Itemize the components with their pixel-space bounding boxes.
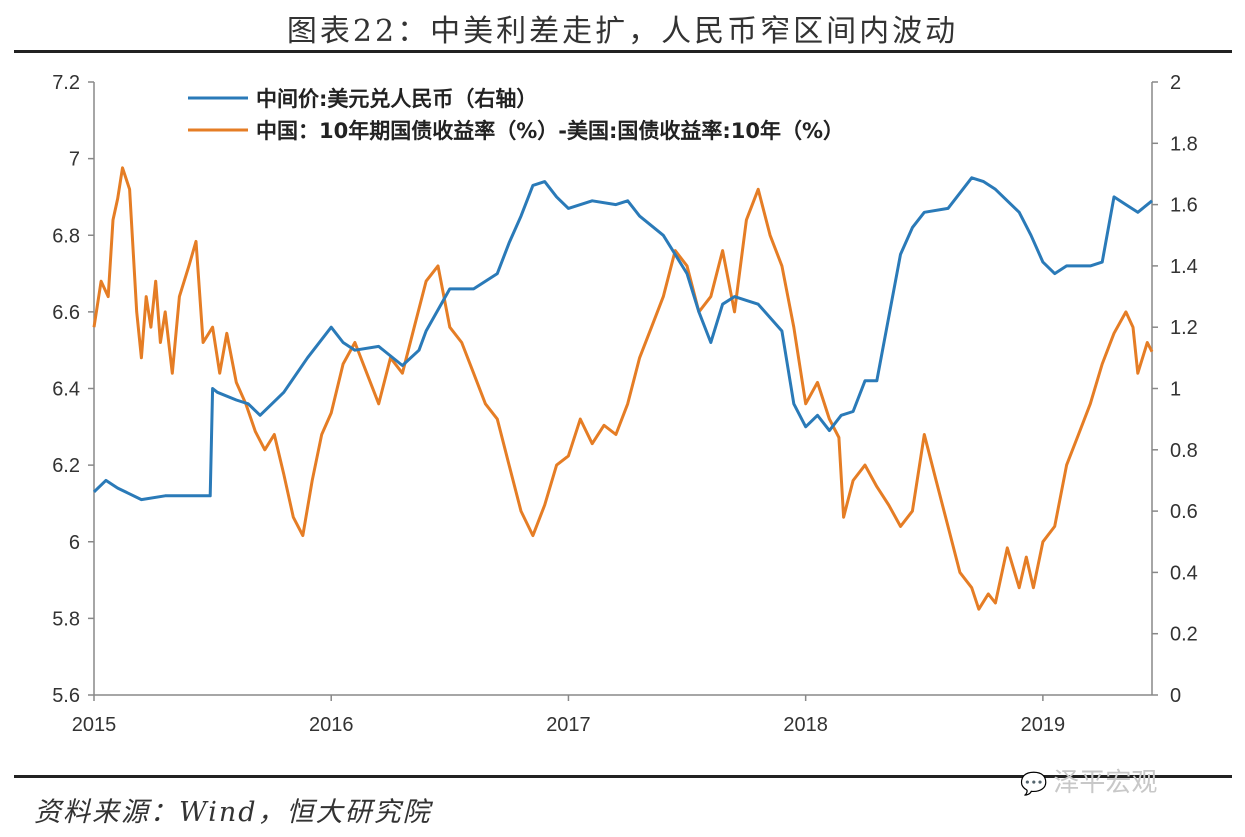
legend-label-0: 中间价:美元兑人民币（右轴） [256,87,537,111]
right-tick-label: 1 [1170,379,1181,401]
right-tick-label: 0.2 [1170,624,1198,646]
wechat-icon: 💬 [1020,772,1048,797]
x-tick-label: 2019 [1021,714,1066,736]
x-tick-label: 2018 [783,714,828,736]
x-tick-label: 2017 [546,714,591,736]
x-tick-label: 2016 [309,714,354,736]
left-tick-label: 5.8 [52,608,80,630]
right-tick-label: 0.6 [1170,501,1198,523]
source-note: 资料来源：Wind，恒大研究院 [34,797,432,828]
left-tick-label: 7.2 [52,72,80,94]
left-tick-label: 6.6 [52,302,80,324]
right-tick-label: 0.4 [1170,562,1198,584]
chart-title: 图表22：中美利差走扩，人民币窄区间内波动 [286,14,959,49]
chart-legend: 中间价:美元兑人民币（右轴） 中国：10年期国债收益率（%）-美国:国债收益率:1… [188,87,844,143]
left-tick-label: 6.2 [52,455,80,477]
series-line-0 [92,176,1153,502]
left-tick-label: 6.8 [52,225,80,247]
right-tick-label: 1.4 [1170,256,1198,278]
left-tick-label: 6.4 [52,379,80,401]
right-tick-label: 1.6 [1170,195,1198,217]
left-tick-label: 5.6 [52,685,80,707]
title-divider [14,50,1232,53]
footer-divider [14,775,1232,778]
legend-label-1: 中国：10年期国债收益率（%）-美国:国债收益率:10年（%） [256,119,844,143]
right-tick-label: 2 [1170,72,1181,94]
right-tick-label: 0 [1170,685,1181,707]
chart-series-layer [92,166,1154,611]
series-line-1 [92,166,1154,611]
x-tick-label: 2015 [72,714,117,736]
chart: 5.6 5.8 6 6.2 6.4 6.6 6.8 7 7.2 0 0.2 0.4 0.6 0.8 1 1.2… [52,72,1198,736]
watermark-text: 泽平宏观 [1053,768,1158,798]
right-tick-label: 1.8 [1170,133,1198,155]
chart-axes: 5.6 5.8 6 6.2 6.4 6.6 6.8 7 7.2 0 0.2 0.4 0.6 0.8 1 1.2… [52,72,1198,736]
left-tick-label: 7 [69,149,80,171]
right-tick-label: 1.2 [1170,317,1198,339]
watermark: 💬 泽平宏观 [1020,762,1157,799]
right-tick-label: 0.8 [1170,440,1198,462]
left-tick-label: 6 [69,532,80,554]
